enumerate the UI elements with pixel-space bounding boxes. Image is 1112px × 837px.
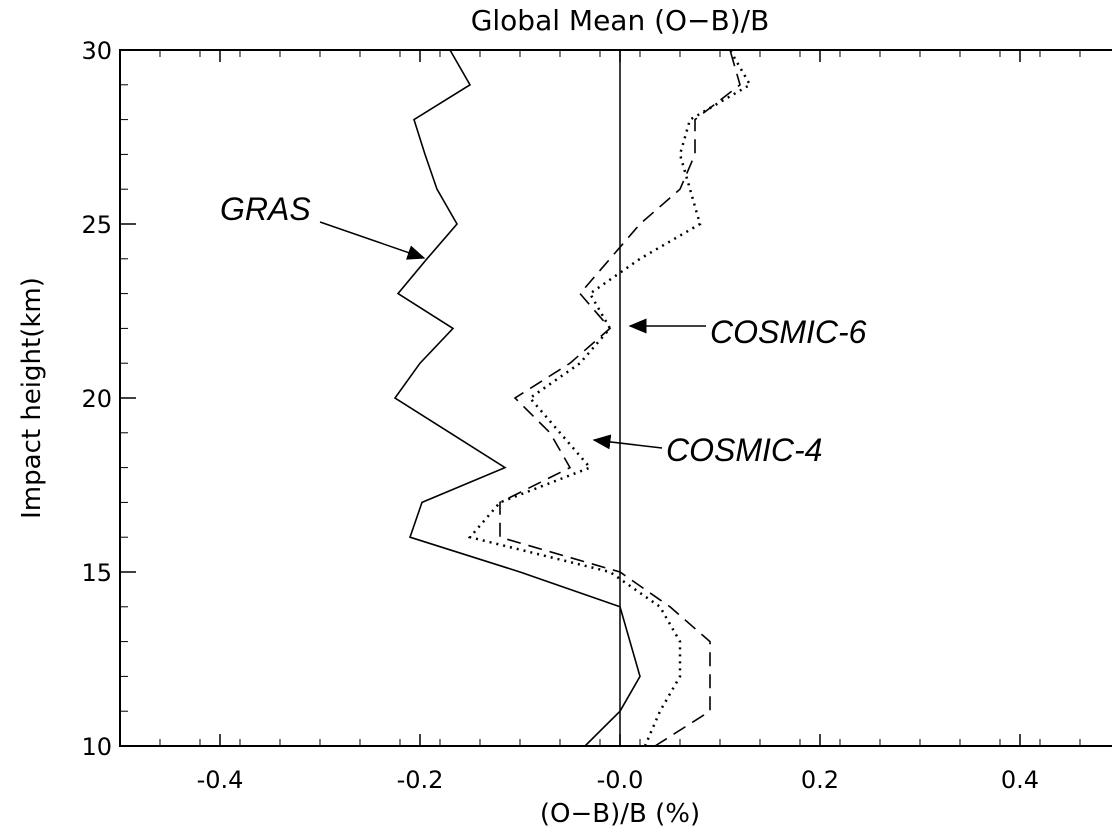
y-axis-label: Impact height(km) [17,277,47,519]
series-line [467,49,752,747]
annotation-arrow [319,221,426,260]
series-line [393,49,641,747]
y-tick-label: 30 [81,37,112,65]
x-axis-label: (O−B)/B (%) [540,799,700,829]
y-tick-label: 10 [81,733,112,761]
series-line [499,49,741,747]
y-tick-label: 25 [81,211,112,239]
x-tick-label: -0.2 [397,766,444,794]
x-tick-label: 0.4 [1001,766,1039,794]
x-tick-label: -0.4 [197,766,244,794]
y-tick-label: 20 [81,385,112,413]
annotation-arrow [592,434,663,450]
annotation: COSMIC-6 [710,314,867,350]
x-tick-label: 0.2 [801,766,839,794]
chart-title: Global Mean (O−B)/B [471,4,770,37]
annotation: COSMIC-4 [666,432,822,468]
x-tick-label: -0.0 [597,766,644,794]
annotation: GRAS [220,191,311,227]
plot-frame [119,49,1112,747]
y-tick-label: 15 [81,559,112,587]
